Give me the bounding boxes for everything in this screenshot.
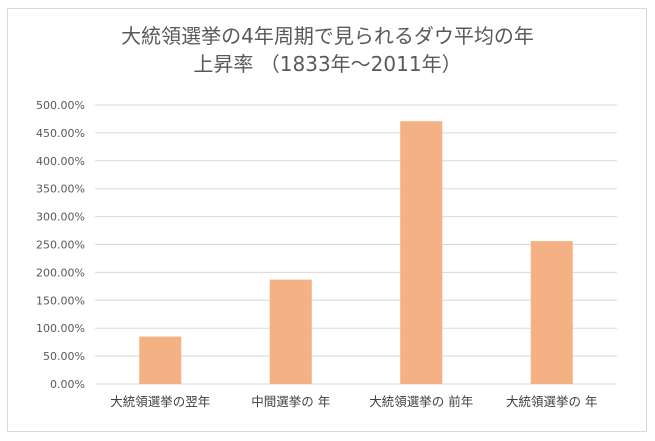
x-category-label: 大統領選挙の 前年: [369, 394, 473, 409]
y-tick-label: 50.00%: [43, 350, 85, 363]
x-category-label: 中間選挙の 年: [251, 394, 330, 409]
y-tick-label: 500.00%: [36, 99, 85, 112]
y-tick-label: 250.00%: [36, 239, 85, 252]
y-tick-label: 300.00%: [36, 211, 85, 224]
bar: [269, 279, 312, 384]
bar: [530, 241, 573, 384]
y-tick-label: 100.00%: [36, 322, 85, 335]
chart-title: 大統領選挙の4年周期で見られるダウ平均の年 上昇率 （1833年～2011年）: [0, 22, 655, 78]
chart-title-line-2: 上昇率 （1833年～2011年）: [193, 52, 462, 76]
y-tick-label: 200.00%: [36, 266, 85, 279]
y-tick-label: 150.00%: [36, 294, 85, 307]
y-tick-label: 350.00%: [36, 183, 85, 196]
y-tick-label: 400.00%: [36, 155, 85, 168]
y-tick-label: 450.00%: [36, 127, 85, 140]
y-tick-label: 0.00%: [50, 378, 85, 391]
x-category-label: 大統領選挙の 年: [506, 394, 597, 409]
chart-title-line-1: 大統領選挙の4年周期で見られるダウ平均の年: [121, 24, 534, 48]
bar: [400, 121, 443, 384]
x-category-label: 大統領選挙の翌年: [110, 394, 210, 409]
bar: [139, 336, 182, 384]
